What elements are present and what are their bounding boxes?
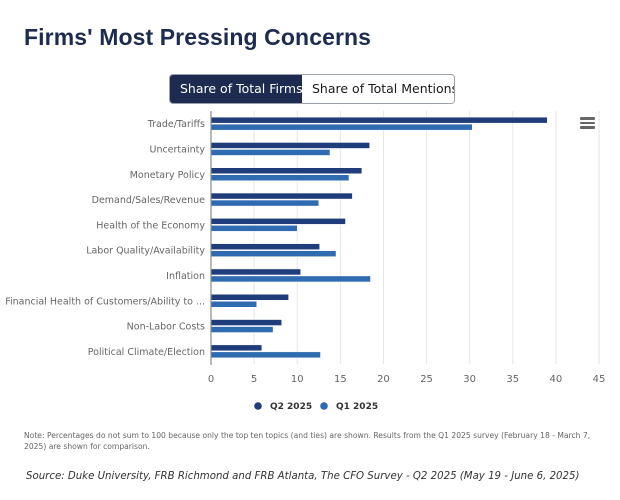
bars — [210, 116, 548, 359]
category-label: Labor Quality/Availability — [86, 246, 205, 257]
bar-q1-2025[interactable] — [210, 326, 274, 333]
gridlines — [253, 111, 600, 364]
bar-q2-2025[interactable] — [210, 116, 548, 124]
legend-item-q2-2025[interactable]: Q2 2025 — [254, 402, 312, 412]
category-label: Trade/Tariffs — [147, 119, 205, 130]
bar-q1-2025[interactable] — [210, 199, 320, 207]
toggle-share-of-total-mentions[interactable]: Share of Total Mentions — [302, 75, 454, 103]
bar-q1-2025[interactable] — [210, 174, 350, 181]
page-title: Firms' Most Pressing Concerns — [24, 24, 372, 50]
x-tick-label: 30 — [463, 374, 476, 385]
legend-label: Q1 2025 — [336, 402, 378, 412]
legend-label: Q2 2025 — [270, 402, 312, 412]
bar-q1-2025[interactable] — [210, 275, 371, 283]
bar-chart: Trade/Tariffs Uncertainty Monetary Policy D… — [5, 111, 606, 412]
bar-q2-2025[interactable] — [210, 192, 353, 200]
x-tick-label: 5 — [251, 374, 257, 385]
x-tick-label: 25 — [420, 374, 433, 385]
legend-item-q1-2025[interactable]: Q1 2025 — [320, 402, 378, 412]
legend: Q2 2025 Q1 2025 — [254, 402, 378, 412]
chart-note: Note: Percentages do not sum to 100 beca… — [24, 431, 591, 451]
category-label: Health of the Economy — [96, 220, 205, 231]
category-label: Uncertainty — [149, 144, 205, 155]
x-tick-label: 20 — [377, 374, 390, 385]
bar-q1-2025[interactable] — [210, 123, 473, 131]
x-tick-label: 10 — [291, 374, 304, 385]
toggle-share-of-total-firms[interactable]: Share of Total Firms — [170, 75, 303, 103]
bar-q2-2025[interactable] — [210, 344, 263, 352]
legend-marker-icon — [254, 402, 262, 410]
bar-q2-2025[interactable] — [210, 243, 320, 250]
category-label: Financial Health of Customers/Ability to… — [5, 296, 205, 307]
category-label: Non-Labor Costs — [127, 322, 205, 333]
x-tick-label: 45 — [593, 374, 606, 385]
category-label: Monetary Policy — [130, 170, 206, 181]
category-label: Demand/Sales/Revenue — [92, 195, 206, 206]
x-tick-labels: 0 5 10 15 20 25 30 35 40 45 — [208, 374, 606, 385]
hamburger-menu-icon[interactable] — [580, 117, 595, 129]
x-tick-label: 15 — [334, 374, 347, 385]
bar-q2-2025[interactable] — [210, 268, 301, 276]
bar-q1-2025[interactable] — [210, 301, 257, 308]
bar-q2-2025[interactable] — [210, 319, 282, 326]
legend-marker-icon — [320, 402, 328, 410]
bar-q2-2025[interactable] — [210, 167, 363, 174]
x-tick-label: 0 — [208, 374, 214, 385]
bar-q1-2025[interactable] — [210, 250, 337, 257]
bar-q1-2025[interactable] — [210, 225, 298, 232]
bar-q1-2025[interactable] — [210, 149, 331, 156]
x-tick-label: 35 — [506, 374, 519, 385]
bar-q2-2025[interactable] — [210, 142, 370, 149]
chart-source: Source: Duke University, FRB Richmond an… — [26, 471, 580, 482]
category-label: Inflation — [166, 271, 205, 282]
category-labels: Trade/Tariffs Uncertainty Monetary Policy D… — [5, 119, 205, 358]
view-toggle: Share of Total Firms Share of Total Ment… — [169, 74, 455, 104]
category-label: Political Climate/Election — [88, 347, 205, 358]
bar-q2-2025[interactable] — [210, 218, 346, 225]
bar-q1-2025[interactable] — [210, 351, 321, 359]
x-tick-label: 40 — [550, 374, 563, 385]
bar-q2-2025[interactable] — [210, 294, 289, 301]
